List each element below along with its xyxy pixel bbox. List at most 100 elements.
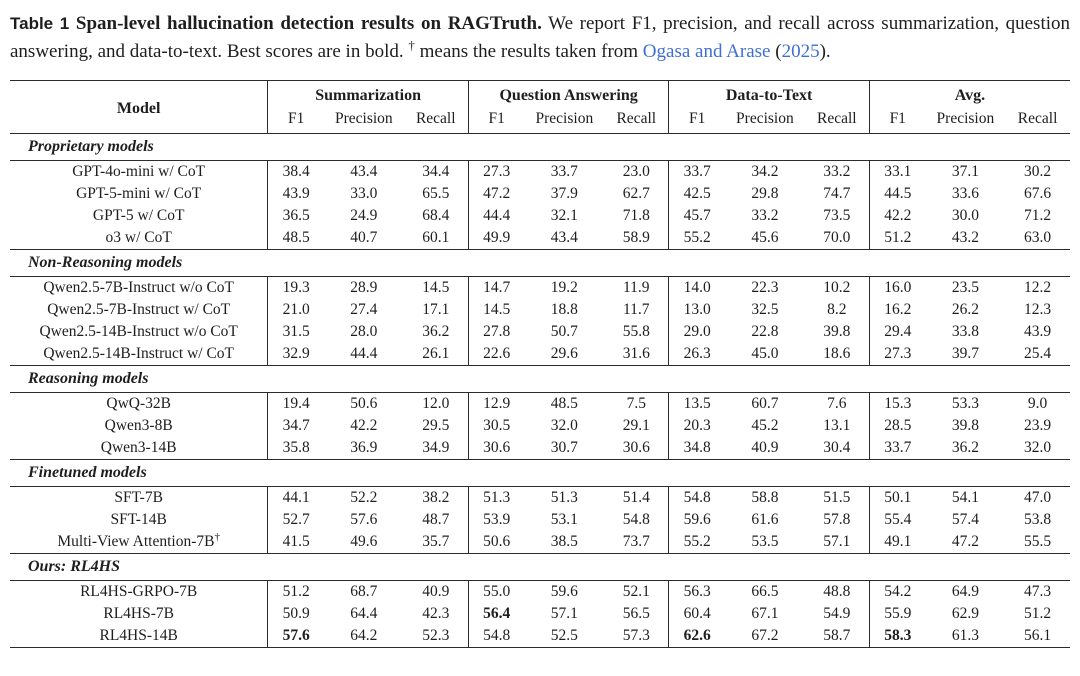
- metric-cell: 47.3: [1024, 583, 1052, 600]
- metric-cell: 27.3: [467, 160, 525, 183]
- section-header: Finetuned models: [10, 459, 1070, 487]
- metric-cell: 27.8: [467, 321, 525, 343]
- col-header-model: Model: [10, 80, 268, 134]
- model-name: Qwen2.5-7B-Instruct w/o CoT: [43, 279, 235, 296]
- metric-cell: 29.0: [668, 321, 726, 343]
- metric-cell: 48.5: [267, 227, 325, 250]
- metric-cell: 61.6: [751, 511, 779, 528]
- metric-cell: 32.9: [267, 343, 325, 366]
- metric-cell: 59.6: [550, 583, 578, 600]
- metric-cell: 55.2: [668, 227, 726, 250]
- metric-cell: 22.8: [751, 323, 779, 340]
- model-name: RL4HS-GRPO-7B: [80, 583, 198, 600]
- metric-cell: 28.9: [350, 279, 378, 296]
- metric-cell: 27.3: [868, 343, 926, 366]
- metric-cell: 51.2: [868, 227, 926, 250]
- metric-cell: 64.9: [951, 583, 979, 600]
- metric-cell: 35.7: [422, 533, 450, 550]
- metric-cell: 18.8: [550, 301, 578, 318]
- metric-cell: 18.6: [823, 345, 851, 362]
- metric-cell: 43.4: [350, 163, 378, 180]
- metric-cell: 51.4: [622, 489, 650, 506]
- metric-cell: 30.6: [467, 437, 525, 460]
- metric-cell: 37.9: [550, 185, 578, 202]
- metric-cell: 40.9: [751, 439, 779, 456]
- paren-close: ).: [819, 41, 831, 62]
- metric-cell: 51.3: [467, 486, 525, 509]
- metric-cell: 57.3: [622, 627, 650, 644]
- citation-link-year[interactable]: 2025: [781, 41, 820, 62]
- model-name: Qwen2.5-14B-Instruct w/ CoT: [43, 345, 235, 362]
- metric-cell: 56.1: [1024, 627, 1052, 644]
- metric-cell: 51.3: [550, 489, 578, 506]
- metric-cell: 71.2: [1024, 207, 1052, 224]
- metric-cell: 49.9: [467, 227, 525, 250]
- table-row: SFT-7B 44.1 52.2 38.2 51.3 51.3 51.4 54.8 58.8 51…: [10, 486, 1070, 509]
- metric-cell: 33.7: [868, 437, 926, 460]
- metric-cell: 71.8: [622, 207, 650, 224]
- metric-cell: 56.5: [622, 605, 650, 622]
- table-row: RL4HS-7B 50.9 64.4 42.3 56.4 57.1 56.5 60.4 67.1…: [10, 603, 1070, 625]
- metric-cell: 31.5: [267, 321, 325, 343]
- metric-cell: 59.6: [668, 509, 726, 531]
- metric-cell: 63.0: [1024, 229, 1052, 246]
- page: Table 1 Span-level hallucination detecti…: [10, 13, 1071, 648]
- metric-cell: 26.3: [668, 343, 726, 366]
- metric-cell: 43.2: [951, 229, 979, 246]
- metric-cell: 9.0: [1027, 395, 1048, 412]
- metric-cell: 34.9: [422, 439, 450, 456]
- metric-cell: 8.2: [827, 301, 847, 318]
- metric-cell: 30.5: [467, 415, 525, 437]
- table-row: Qwen2.5-7B-Instruct w/ CoT 21.0 27.4 17.1 14…: [10, 299, 1070, 321]
- metric-cell: 74.7: [823, 185, 851, 202]
- metric-cell: 14.5: [467, 299, 525, 321]
- table-row: RL4HS-14B 57.6 64.2 52.3 54.8 52.5 57.3 62.6 67.…: [10, 625, 1070, 648]
- metric-cell: 28.0: [350, 323, 378, 340]
- metric-cell: 19.3: [267, 276, 325, 299]
- metric-cell: 21.0: [267, 299, 325, 321]
- table-row: Qwen2.5-14B-Instruct w/ CoT 32.9 44.4 26.1 2…: [10, 343, 1070, 366]
- metric-cell: 14.0: [668, 276, 726, 299]
- metric-cell: 38.5: [550, 533, 578, 550]
- caption-body-2: means the results taken from: [419, 41, 639, 62]
- metric-cell: 45.6: [751, 229, 779, 246]
- metric-cell: 29.8: [751, 185, 779, 202]
- metric-cell: 44.1: [267, 486, 325, 509]
- col-subheader: Precision: [324, 108, 404, 134]
- metric-cell: 54.1: [951, 489, 979, 506]
- section-header-row: Finetuned models: [10, 459, 1070, 487]
- metric-cell: 22.6: [467, 343, 525, 366]
- metric-cell: 67.6: [1024, 185, 1052, 202]
- metric-cell: 36.2: [951, 439, 979, 456]
- table-section: Proprietary models GPT-4o-mini w/ CoT 38.4…: [10, 133, 1070, 250]
- metric-cell: 55.5: [1024, 533, 1052, 550]
- citation-link-authors[interactable]: Ogasa and Arase: [642, 41, 771, 62]
- metric-cell: 57.6: [350, 511, 378, 528]
- metric-cell: 10.2: [823, 279, 851, 296]
- metric-cell: 33.7: [550, 163, 578, 180]
- metric-cell: 40.7: [350, 229, 378, 246]
- metric-cell: 32.0: [1024, 439, 1052, 456]
- table-row: GPT-4o-mini w/ CoT 38.4 43.4 34.4 27.3 33.7 23…: [10, 160, 1070, 183]
- metric-cell: 12.3: [1024, 301, 1052, 318]
- col-subheader: Recall: [804, 108, 870, 134]
- metric-cell: 55.0: [467, 580, 525, 603]
- metric-cell: 39.8: [823, 323, 851, 340]
- metric-cell: 40.9: [422, 583, 450, 600]
- metric-cell: 42.2: [350, 417, 378, 434]
- dagger-mark: †: [214, 530, 220, 543]
- col-subheader: Recall: [604, 108, 669, 134]
- section-header: Reasoning models: [10, 365, 1070, 393]
- table-row: GPT-5-mini w/ CoT 43.9 33.0 65.5 47.2 37.9 62.…: [10, 183, 1070, 205]
- metric-cell: 58.8: [751, 489, 779, 506]
- caption-body: We report F1, precision, and recall acro…: [10, 13, 1071, 62]
- metric-cell: 57.4: [951, 511, 979, 528]
- model-name: Qwen3-14B: [100, 439, 177, 456]
- model-name: Qwen2.5-14B-Instruct w/o CoT: [39, 323, 238, 340]
- metric-cell: 38.4: [267, 160, 325, 183]
- header-group-row: Model Summarization Question Answering Data…: [10, 80, 1070, 134]
- dagger-symbol: †: [408, 37, 415, 53]
- metric-cell: 32.0: [550, 417, 578, 434]
- metric-cell: 62.6: [668, 625, 726, 648]
- metric-cell: 15.3: [868, 392, 926, 415]
